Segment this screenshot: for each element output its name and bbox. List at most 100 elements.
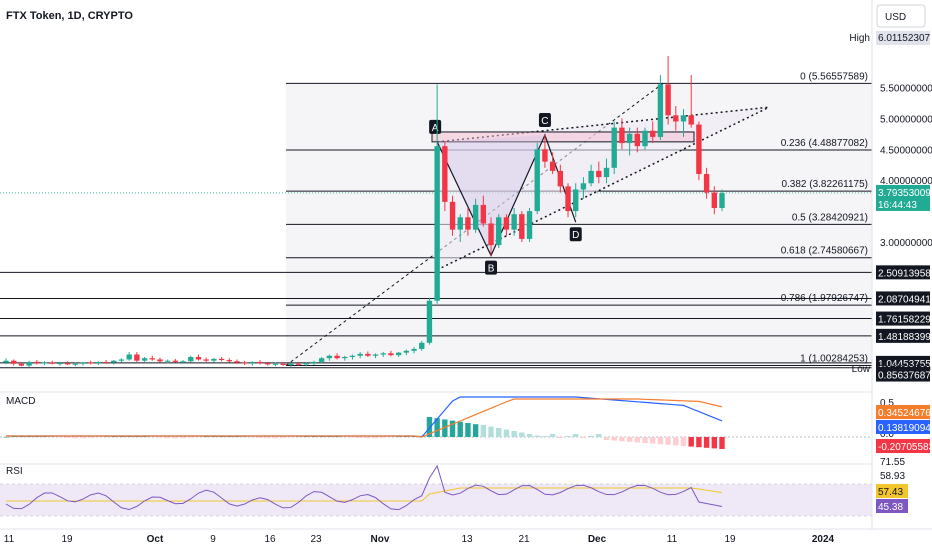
countdown-value: 16:44:43	[878, 200, 917, 211]
x-tick-label: 11	[667, 534, 678, 545]
macd-histogram-bar	[265, 437, 270, 438]
candle-body	[126, 355, 131, 360]
candle-body	[96, 362, 101, 363]
macd-histogram-bar	[642, 437, 647, 443]
macd-histogram-bar	[280, 437, 285, 438]
macd-histogram-bar	[65, 437, 70, 438]
candle-body	[550, 162, 555, 171]
candle-body	[319, 358, 324, 362]
macd-histogram-bar	[635, 437, 640, 442]
candle-body	[411, 349, 416, 351]
candle-body	[150, 358, 155, 359]
candle-body	[450, 202, 455, 230]
candle-body	[527, 211, 532, 239]
candle-body	[111, 361, 116, 363]
candle-body	[650, 131, 655, 137]
candle-body	[511, 214, 516, 229]
fib-label: 0.236 (4.48877082)	[781, 138, 868, 149]
macd-histogram-bar	[619, 437, 624, 441]
x-tick-label: 16	[264, 534, 276, 545]
pattern-point-label: C	[541, 116, 548, 127]
candle-body	[388, 353, 393, 355]
candle-body	[165, 361, 170, 362]
macd-histogram-bar	[273, 437, 278, 438]
x-tick-label: Oct	[147, 534, 164, 545]
macd-histogram-bar	[481, 425, 486, 437]
candle-body	[558, 171, 563, 186]
candle-body	[365, 354, 370, 356]
candle-body	[49, 363, 54, 364]
candle-body	[334, 356, 339, 358]
macd-histogram-bar	[588, 436, 593, 437]
macd-histogram-bar	[365, 437, 370, 438]
candle-body	[227, 360, 232, 361]
level-badge-text: 1.48188399	[878, 332, 931, 343]
level-badge-text: 2.50913958	[878, 268, 931, 279]
rsi-band	[0, 484, 872, 516]
x-tick-label: 21	[518, 534, 530, 545]
candle-body	[257, 362, 262, 363]
low-label: Low	[852, 364, 871, 375]
x-tick-label: Dec	[588, 534, 607, 545]
candle-body	[381, 353, 386, 354]
fib-label: 0.786 (1.97926747)	[781, 293, 868, 304]
candle-body	[442, 146, 447, 202]
candle-body	[80, 363, 85, 364]
x-tick-label: 9	[210, 534, 216, 545]
rsi-value: 57.43	[878, 487, 903, 498]
candle-body	[180, 361, 185, 362]
macd-histogram-bar	[3, 437, 8, 438]
macd-histogram-bar	[604, 437, 609, 440]
macd-histogram-bar	[573, 434, 578, 437]
macd-histogram-bar	[550, 434, 555, 437]
macd-histogram-bar	[357, 437, 362, 438]
macd-histogram-bar	[527, 434, 532, 437]
candle-body	[588, 171, 593, 183]
rsi-axis-label: 58.93	[880, 471, 905, 482]
candle-body	[327, 356, 332, 358]
macd-histogram-bar	[658, 437, 663, 444]
pattern-point-label: B	[488, 264, 495, 275]
macd-histogram-bar	[373, 437, 378, 438]
candle-body	[689, 115, 694, 124]
currency-label[interactable]: USD	[885, 12, 906, 23]
candle-body	[596, 171, 601, 177]
macd-value: -0.20705583	[878, 442, 932, 453]
candle-body	[612, 128, 617, 168]
candle-body	[681, 115, 686, 121]
macd-histogram-bar	[596, 434, 601, 437]
candle-body	[619, 128, 624, 143]
high-label: High	[849, 33, 870, 44]
x-tick-label: 13	[461, 534, 473, 545]
candle-body	[473, 205, 478, 230]
candle-body	[627, 134, 632, 143]
candle-body	[3, 361, 8, 363]
candle-body	[142, 358, 147, 360]
candle-body	[581, 183, 586, 189]
macd-histogram-bar	[504, 430, 509, 438]
candle-body	[173, 361, 178, 362]
candle-body	[373, 355, 378, 356]
candle-body	[658, 84, 663, 137]
candle-body	[404, 351, 409, 353]
candle-body	[57, 363, 62, 364]
last-price-value: 3.79353009	[878, 188, 931, 199]
candle-body	[103, 362, 108, 363]
candle-body	[157, 359, 162, 361]
candle-body	[519, 214, 524, 239]
fib-label: 0 (5.56557589)	[800, 71, 868, 82]
high-value: 6.01152307	[878, 33, 931, 44]
macd-histogram-bar	[173, 437, 178, 438]
candle-body	[134, 355, 139, 361]
macd-histogram-bar	[488, 427, 493, 438]
candle-body	[273, 364, 278, 365]
candle-body	[673, 115, 678, 121]
macd-histogram-bar	[558, 437, 563, 438]
macd-histogram-bar	[458, 422, 463, 437]
candle-body	[665, 84, 670, 115]
candle-body	[635, 134, 640, 146]
candle-body	[434, 146, 439, 301]
macd-histogram-bar	[719, 437, 724, 449]
x-tick-label: 19	[724, 534, 736, 545]
